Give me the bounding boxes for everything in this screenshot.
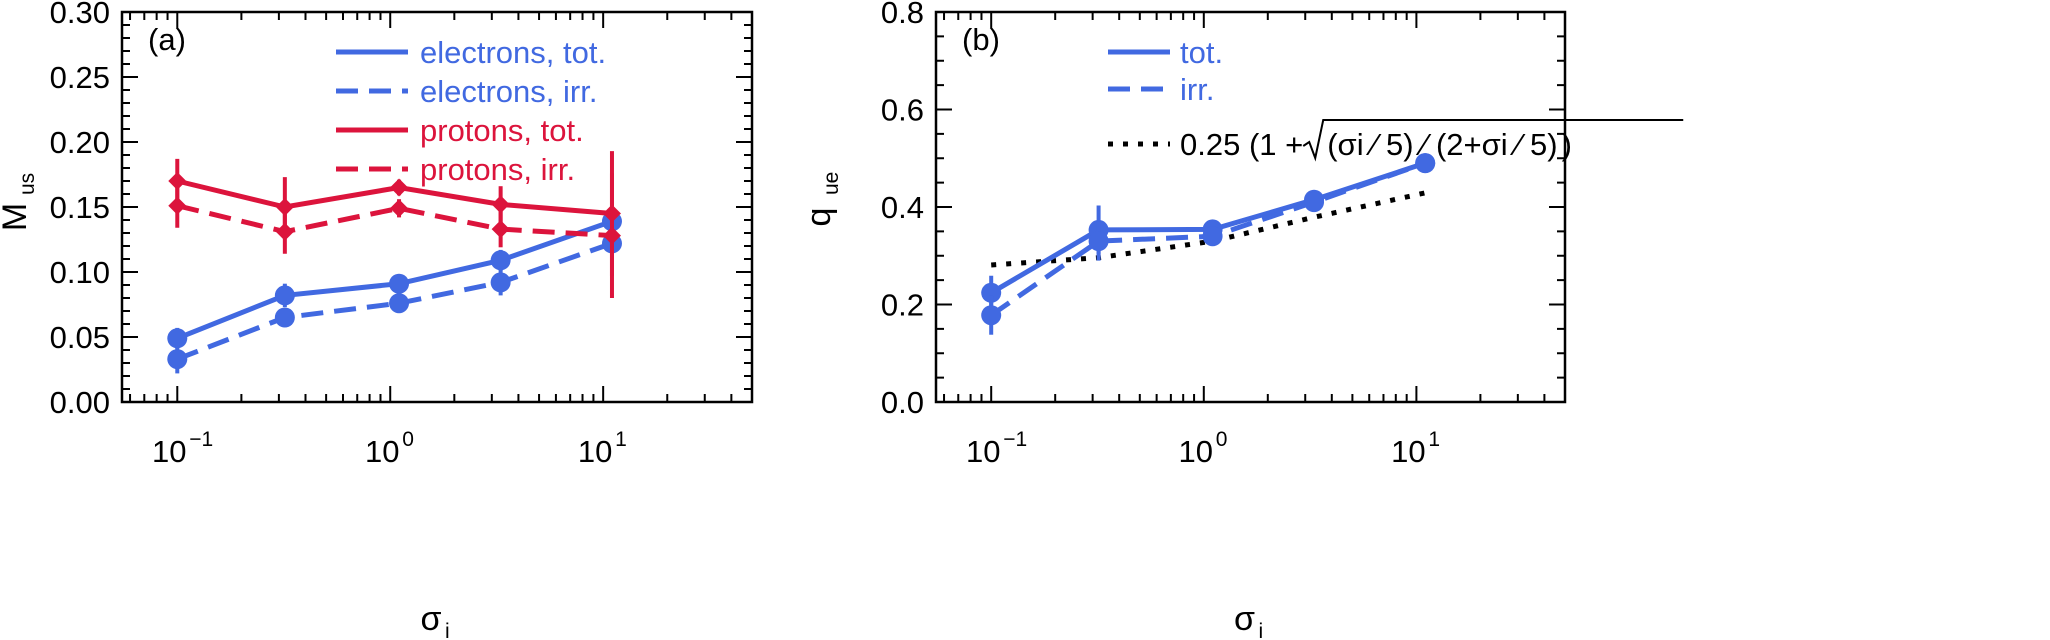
data-point	[490, 250, 511, 271]
series-electrons-irr-	[167, 233, 622, 374]
y-axis-label-subscript: ue	[820, 172, 843, 195]
x-tick-label: 10	[1179, 434, 1213, 469]
y-tick-label: 0.6	[881, 93, 924, 128]
plot-frame	[934, 10, 1567, 404]
x-axis-label: σ	[421, 600, 442, 638]
x-tick-label: 10	[152, 434, 186, 469]
data-point	[390, 199, 409, 218]
data-point	[389, 273, 410, 294]
y-tick-label: 0.2	[881, 288, 924, 323]
data-point	[167, 328, 188, 349]
x-axis-label: σ	[1234, 600, 1255, 638]
y-axis-label-group: Mus	[0, 173, 39, 231]
series-protons-irr-	[168, 173, 621, 298]
x-tick-label: 10	[365, 434, 399, 469]
y-tick-label: 0.0	[881, 385, 924, 420]
y-axis-label: q	[800, 208, 838, 227]
data-point	[1304, 192, 1325, 213]
legend: electrons, tot. electrons, irr. protons, t…	[336, 35, 606, 187]
data-point	[274, 307, 295, 328]
series-electrons-tot-	[167, 211, 622, 349]
y-tick-label: 0.15	[50, 190, 110, 225]
x-tick-label-exponent: 0	[1216, 428, 1228, 451]
y-tick-label: 0.4	[881, 190, 924, 225]
data-point	[274, 285, 295, 306]
x-tick-label-exponent: −1	[1003, 428, 1027, 451]
data-point	[168, 196, 187, 215]
y-tick-label: 0.00	[50, 385, 110, 420]
y-tick-label: 0.30	[50, 0, 110, 30]
y-axis-label-subscript: us	[16, 173, 39, 195]
legend-label: irr.	[1180, 72, 1214, 107]
x-tick-label-exponent: 1	[615, 428, 627, 451]
legend-fit-label-suffix: )	[1562, 127, 1572, 162]
legend-fit-label-prefix: 0.25 (1 +	[1180, 127, 1303, 162]
series-line	[176, 203, 613, 239]
panel-label: (a)	[148, 22, 186, 57]
data-point	[981, 305, 1002, 326]
x-tick-label: 10	[1391, 434, 1425, 469]
plot-frame	[120, 10, 754, 404]
data-point	[390, 178, 409, 197]
legend-label: protons, tot.	[420, 113, 584, 148]
data-point	[491, 195, 510, 214]
data-point	[1415, 153, 1436, 174]
x-tick-label-exponent: 0	[402, 428, 414, 451]
series-line	[176, 241, 613, 362]
x-axis-label-subscript: i	[445, 620, 450, 640]
series-irr-	[981, 153, 1436, 335]
x-tick-label: 10	[966, 434, 1000, 469]
legend-label: tot.	[1180, 35, 1223, 70]
y-axis-label: M	[0, 203, 34, 231]
legend-label: protons, irr.	[420, 152, 575, 187]
data-point	[490, 272, 511, 293]
fit-curve	[991, 190, 1426, 268]
x-tick-label-exponent: −1	[189, 428, 213, 451]
data-point	[1088, 231, 1109, 252]
legend-label: electrons, tot.	[420, 35, 606, 70]
y-tick-label: 0.8	[881, 0, 924, 30]
series-protons-tot-	[168, 151, 621, 276]
y-tick-label: 0.05	[50, 320, 110, 355]
data-point	[389, 293, 410, 314]
legend-label: electrons, irr.	[420, 74, 597, 109]
legend-fit-label-sqrt: (σi ⁄ 5) ⁄ (2+σi ⁄ 5)	[1327, 127, 1557, 162]
data-point	[275, 198, 294, 216]
y-tick-label: 0.20	[50, 125, 110, 160]
y-tick-label: 0.10	[50, 255, 110, 290]
data-point	[167, 349, 188, 370]
x-axis-label-subscript: i	[1259, 620, 1264, 640]
legend: tot.irr. 0.25 (1 + (σi ⁄ 5) ⁄ (2+σi ⁄ 5))	[1108, 35, 1684, 162]
data-point	[602, 226, 621, 245]
data-point	[168, 172, 187, 190]
x-tick-label: 10	[578, 434, 612, 469]
panel-label: (b)	[962, 22, 1000, 57]
y-axis-label-group: q ue	[800, 172, 843, 227]
sqrt-sign	[1302, 119, 1684, 162]
data-point	[275, 222, 294, 241]
data-point	[491, 220, 510, 239]
data-point	[1202, 226, 1223, 247]
x-tick-label-exponent: 1	[1428, 428, 1440, 451]
y-tick-label: 0.25	[50, 60, 110, 95]
data-point	[981, 282, 1002, 303]
